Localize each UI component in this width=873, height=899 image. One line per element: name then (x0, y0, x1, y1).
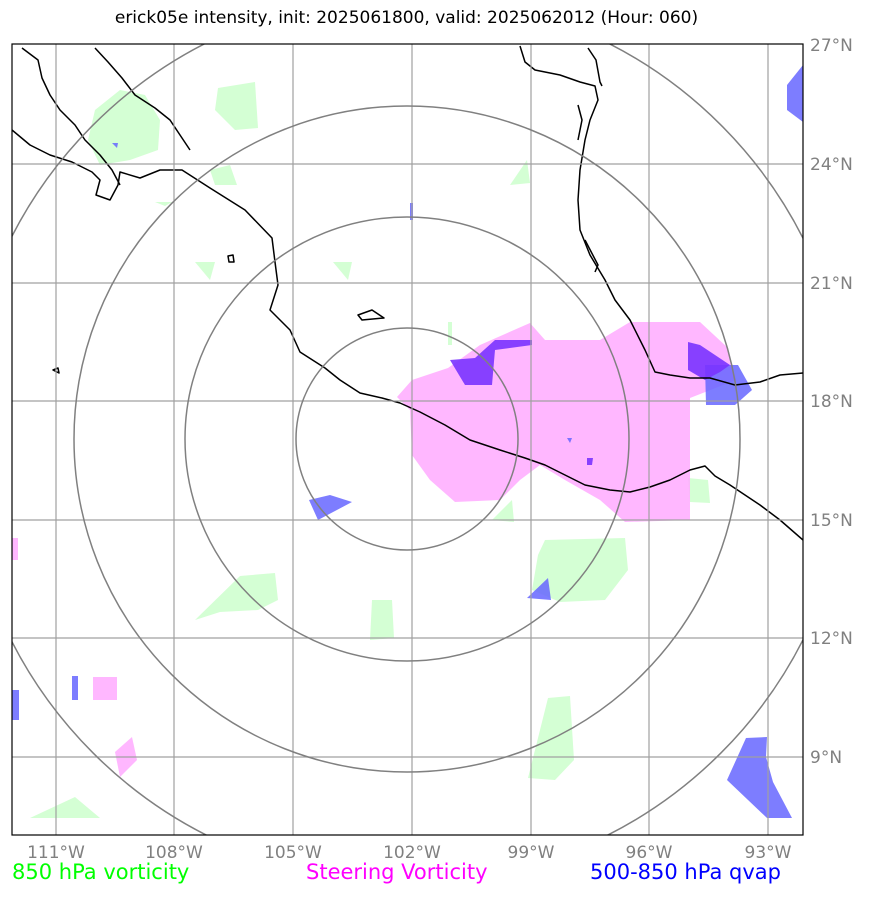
lat-tick-label: 12°N (810, 629, 853, 649)
lon-tick-label: 102°W (383, 843, 441, 863)
vorticity-area (370, 600, 394, 640)
vorticity-area (528, 696, 574, 780)
range-ring (184, 216, 630, 662)
vorticity-850-layer (30, 82, 710, 818)
lagoon-coastline (584, 239, 599, 273)
lagoon-coastline (577, 104, 583, 141)
legend-steering-vorticity: Steering Vorticity (306, 860, 488, 884)
coastline-layer (12, 45, 803, 541)
vorticity-area (215, 82, 258, 130)
steering-vorticity-area (12, 538, 18, 560)
lat-tick-labels: 27°N 24°N 21°N 18°N 15°N 12°N 9°N (810, 36, 853, 768)
vorticity-area (532, 538, 628, 602)
qvap-area (309, 495, 352, 520)
vorticity-area (210, 165, 237, 185)
overlap-area (688, 342, 730, 380)
vorticity-area (155, 202, 172, 206)
vorticity-area (448, 322, 452, 345)
island-coastline (227, 254, 235, 263)
qvap-area (787, 65, 803, 122)
coastline-yucatan-east (587, 47, 603, 87)
lat-tick-label: 9°N (810, 748, 842, 768)
map-frame (11, 43, 804, 836)
lat-tick-label: 27°N (810, 36, 853, 56)
overlap-layer (450, 340, 730, 465)
vorticity-area (195, 573, 278, 620)
vorticity-area (88, 90, 160, 165)
vorticity-area (688, 478, 710, 503)
lat-tick-label: 18°N (810, 392, 853, 412)
lon-tick-label: 93°W (745, 843, 792, 863)
lon-tick-label: 99°W (508, 843, 555, 863)
coastline-pacific (12, 129, 803, 541)
qvap-area (112, 143, 118, 148)
lon-tick-label: 108°W (145, 843, 203, 863)
lat-tick-label: 21°N (810, 274, 853, 294)
lat-tick-label: 24°N (810, 155, 853, 175)
qvap-area (72, 676, 78, 700)
map-title: erick05e intensity, init: 2025061800, va… (114, 8, 699, 28)
lon-tick-label: 105°W (264, 843, 322, 863)
range-ring (73, 105, 741, 773)
overlap-area (450, 340, 532, 385)
steering-vorticity-layer (12, 322, 736, 777)
qvap-area (705, 365, 752, 405)
overlap-area (587, 458, 593, 465)
coastline-gulf (94, 47, 191, 151)
coastline-gulf-of-mexico (519, 45, 803, 386)
vorticity-area (510, 160, 530, 185)
lon-tick-label: 96°W (626, 843, 673, 863)
coastline-baja (21, 47, 121, 186)
lat-tick-label: 15°N (810, 511, 853, 531)
legend-qvap: 500-850 hPa qvap (590, 860, 781, 884)
qvap-area (12, 690, 19, 720)
qvap-area (727, 737, 792, 818)
steering-vorticity-area (93, 677, 117, 700)
vorticity-area (30, 797, 100, 818)
lon-tick-label: 111°W (27, 843, 85, 863)
graticule (12, 44, 803, 835)
range-rings (12, 44, 803, 835)
island-coastline (357, 309, 385, 321)
vorticity-area (333, 262, 352, 280)
legend-vorticity-850: 850 hPa vorticity (12, 860, 190, 884)
range-ring (295, 327, 519, 551)
qvap-area (567, 438, 572, 443)
vorticity-area (492, 500, 514, 522)
vorticity-area (195, 262, 215, 280)
lon-tick-labels: 111°W 108°W 105°W 102°W 99°W 96°W 93°W (27, 843, 792, 863)
qvap-area (527, 578, 551, 600)
steering-vorticity-area (397, 322, 736, 522)
